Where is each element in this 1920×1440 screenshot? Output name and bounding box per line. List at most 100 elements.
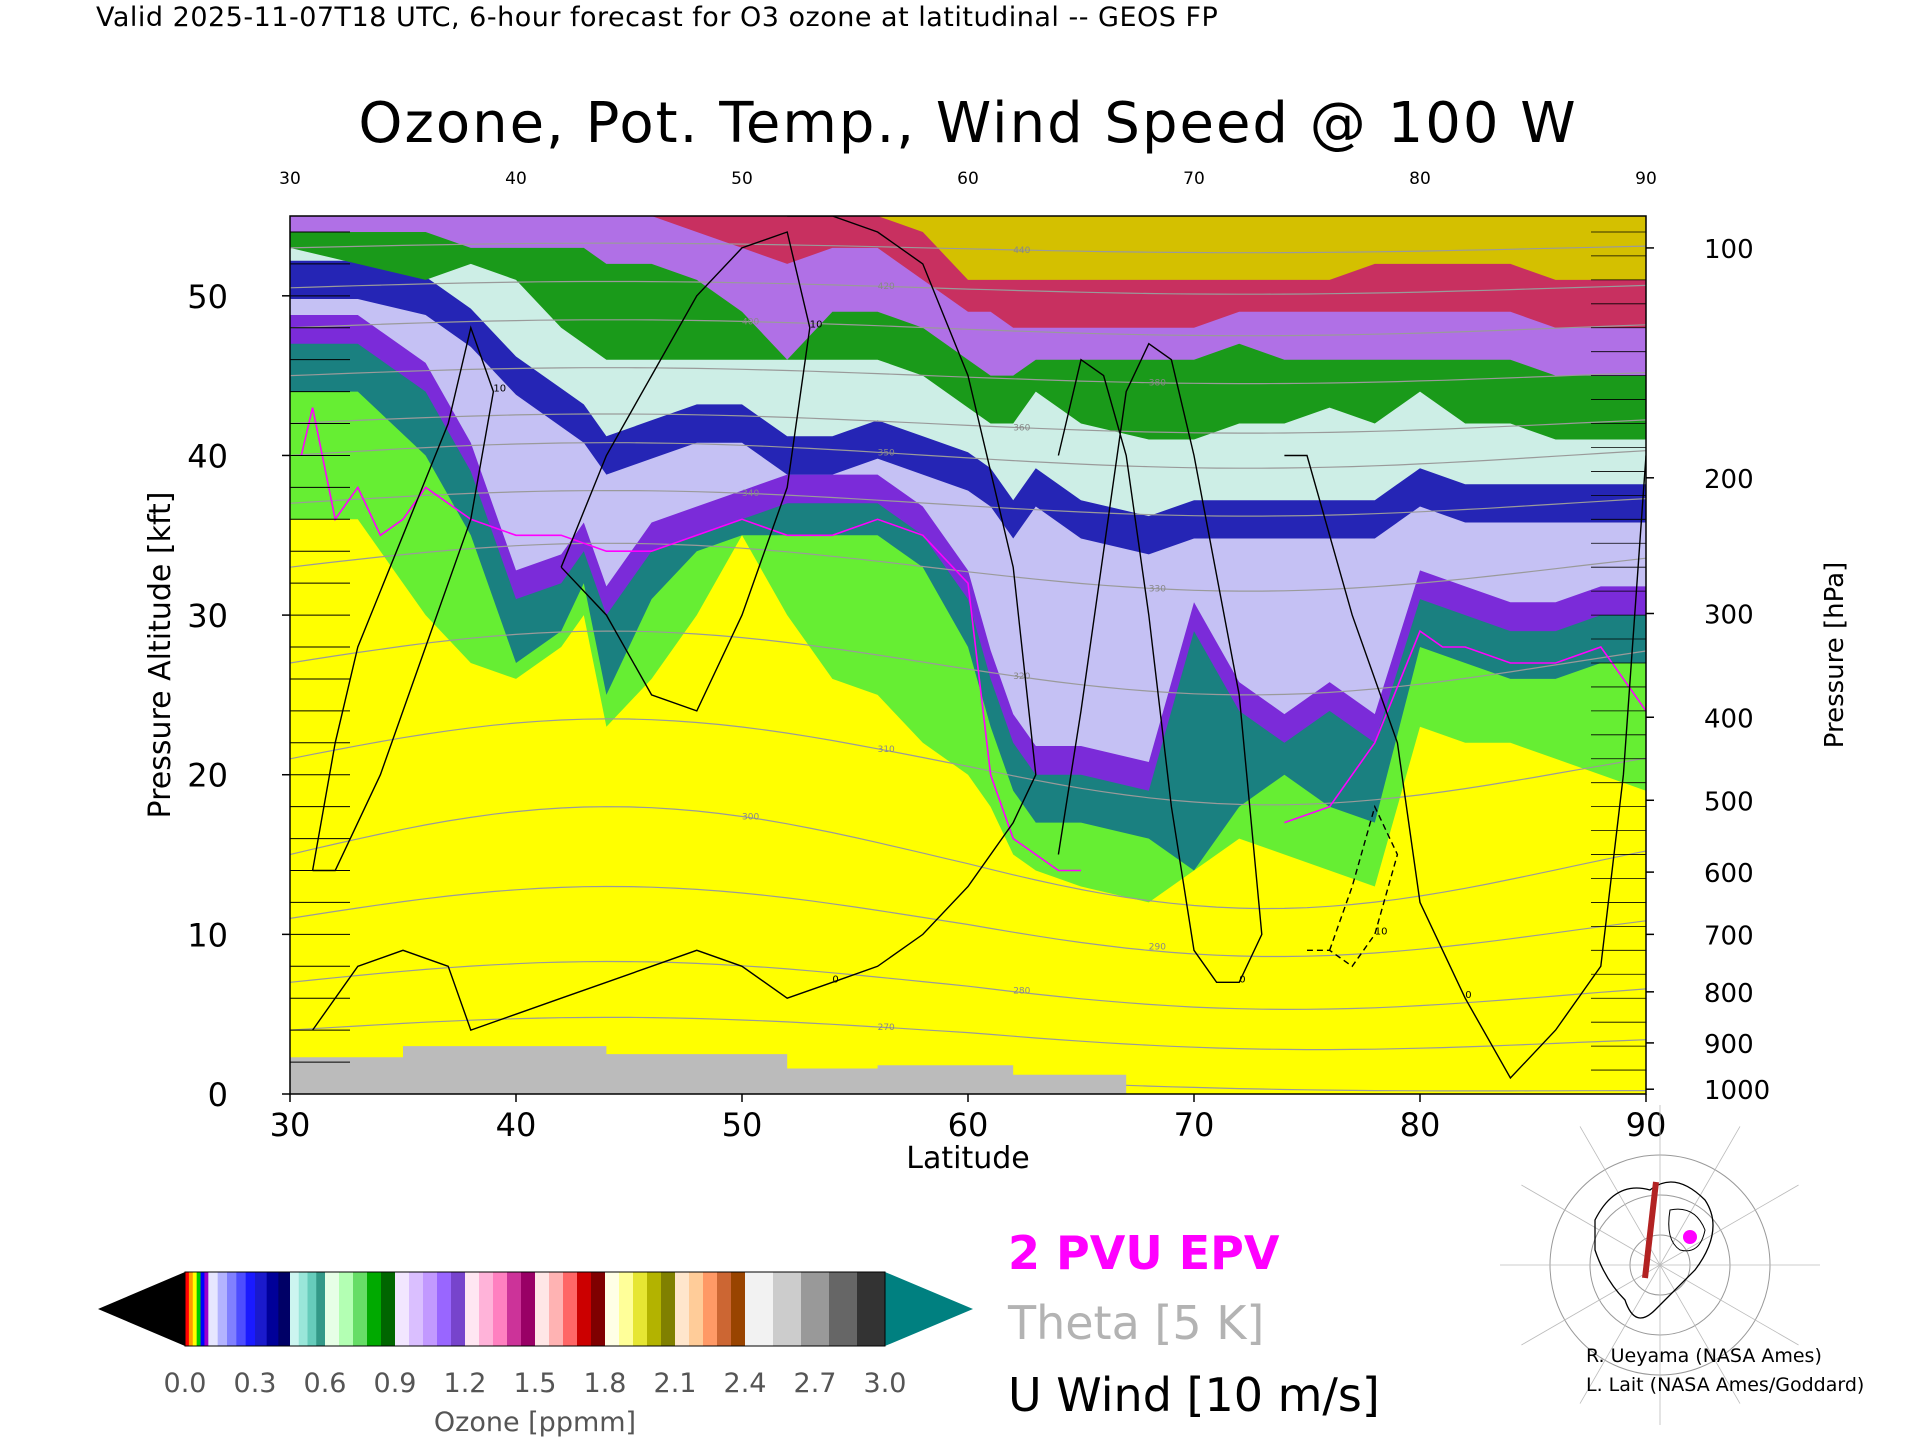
colorbar-swatch	[605, 1272, 620, 1346]
x-tick-label-70: 70	[1174, 1106, 1215, 1144]
legend-wind-label: U Wind [10 m/s]	[1008, 1368, 1380, 1422]
colorbar-swatch	[316, 1272, 326, 1346]
colorbar-over-arrow	[885, 1272, 973, 1346]
y-axis-label: Pressure Altitude [kft]	[143, 492, 178, 819]
colorbar-swatch	[521, 1272, 536, 1346]
colorbar-swatch	[208, 1272, 219, 1346]
colorbar-swatch	[245, 1272, 256, 1346]
colorbar-tick-label-1.5: 1.5	[514, 1368, 557, 1399]
pressure-tick-label-800: 800	[1704, 979, 1754, 1009]
x-tick-label-60: 60	[948, 1106, 989, 1144]
colorbar-swatch	[200, 1272, 205, 1346]
theta-contour-280	[290, 960, 1646, 1011]
x-top-tick-label-70: 70	[1183, 169, 1205, 189]
x-tick-label-90: 90	[1626, 1106, 1667, 1144]
colorbar-swatch	[395, 1272, 410, 1346]
colorbar-swatch	[192, 1272, 198, 1346]
u-wind-contour-2	[312, 216, 1037, 1031]
theta-label-340: 340	[742, 489, 759, 499]
colorbar-swatch	[298, 1272, 308, 1346]
colorbar-swatch	[451, 1272, 466, 1346]
x-tick-label-80: 80	[1400, 1106, 1441, 1144]
x-tick-label-40: 40	[496, 1106, 537, 1144]
colorbar-swatch	[703, 1272, 718, 1346]
pressure-tick-label-500: 500	[1704, 787, 1754, 817]
u-wind-label-2: 0	[832, 974, 838, 985]
credit-line-2: L. Lait (NASA Ames/Goddard)	[1586, 1374, 1865, 1396]
pressure-tick-label-1000: 1000	[1704, 1076, 1770, 1106]
theta-label-360: 360	[1013, 423, 1030, 433]
u-wind-label-4: 10	[1375, 926, 1388, 937]
theta-label-400: 400	[742, 317, 759, 327]
colorbar-tick-label-0.6: 0.6	[304, 1368, 347, 1399]
colorbar-swatch	[577, 1272, 592, 1346]
colorbar-label: Ozone [ppmm]	[434, 1407, 636, 1438]
x-top-tick-label-60: 60	[957, 169, 979, 189]
colorbar-swatch	[196, 1272, 201, 1346]
y-tick-label-30: 30	[187, 597, 228, 635]
colorbar-swatch	[591, 1272, 606, 1346]
colorbar-swatch	[339, 1272, 354, 1346]
colorbar-swatch	[353, 1272, 368, 1346]
colorbar-swatch	[290, 1272, 300, 1346]
colorbar-swatch	[409, 1272, 424, 1346]
colorbar-swatch	[479, 1272, 494, 1346]
colorbar-swatch	[857, 1272, 886, 1346]
map-location-dot	[1683, 1230, 1697, 1244]
theta-label-320: 320	[1013, 672, 1030, 682]
legend-epv-label: 2 PVU EPV	[1008, 1226, 1280, 1280]
colorbar-swatch	[829, 1272, 858, 1346]
colorbar-tick-label-1.8: 1.8	[584, 1368, 627, 1399]
y-tick-label-50: 50	[187, 278, 228, 316]
colorbar-swatch	[675, 1272, 690, 1346]
colorbar-swatch	[307, 1272, 317, 1346]
colorbar-swatch	[633, 1272, 648, 1346]
theta-contour-420	[290, 280, 1646, 295]
colorbar-tick-label-2.1: 2.1	[654, 1368, 697, 1399]
colorbar-swatch	[367, 1272, 382, 1346]
colorbar-swatch	[647, 1272, 662, 1346]
map-meridian	[1659, 1184, 1799, 1266]
colorbar-swatch	[507, 1272, 522, 1346]
x-top-tick-label-80: 80	[1409, 169, 1431, 189]
map-meridian	[1659, 1264, 1741, 1404]
u-wind-contour-3	[1057, 342, 1263, 983]
colorbar-swatch	[437, 1272, 452, 1346]
colorbar-frame	[184, 1271, 886, 1347]
theta-label-290: 290	[1149, 943, 1166, 953]
x-tick-label-30: 30	[270, 1106, 311, 1144]
y2-axis-label: Pressure [hPa]	[1820, 562, 1850, 749]
theta-label-350: 350	[878, 448, 895, 458]
colorbar-tick-label-2.4: 2.4	[724, 1368, 767, 1399]
u-wind-label-1: 10	[810, 320, 823, 331]
y-tick-label-20: 20	[187, 757, 228, 795]
colorbar-swatch	[731, 1272, 746, 1346]
theta-label-380: 380	[1149, 379, 1166, 389]
y-tick-label-40: 40	[187, 437, 228, 475]
epv-2pvu-contour-0	[300, 407, 1081, 872]
colorbar-swatch	[535, 1272, 550, 1346]
location-map	[1500, 1105, 1820, 1425]
map-meridian	[1659, 1264, 1799, 1346]
u-wind-label-0: 10	[493, 384, 506, 395]
theta-label-330: 330	[1149, 584, 1166, 594]
theta-contour-310	[290, 718, 1646, 806]
theta-contour-440	[290, 242, 1646, 254]
colorbar-tick-label-0.9: 0.9	[374, 1368, 417, 1399]
colorbar-swatch	[227, 1272, 237, 1346]
theta-label-440: 440	[1013, 246, 1030, 256]
colorbar-swatch	[278, 1272, 291, 1346]
map-meridian	[1521, 1184, 1661, 1266]
titles: Ozone, Pot. Temp., Wind Speed @ 100 W Lat…	[143, 91, 1850, 1176]
theta-label-270: 270	[878, 1023, 895, 1033]
theta-label-280: 280	[1013, 987, 1030, 997]
credit-line-1: R. Ueyama (NASA Ames)	[1586, 1345, 1822, 1367]
pressure-tick-label-200: 200	[1704, 465, 1754, 495]
theta-contour-300	[290, 806, 1646, 910]
colorbar-swatch	[619, 1272, 634, 1346]
colorbar-tick-label-3.0: 3.0	[864, 1368, 907, 1399]
theta-label-310: 310	[878, 745, 895, 755]
colorbar-swatch	[381, 1272, 396, 1346]
x-top-tick-label-30: 30	[279, 169, 301, 189]
theta-contour-270	[290, 1016, 1646, 1051]
